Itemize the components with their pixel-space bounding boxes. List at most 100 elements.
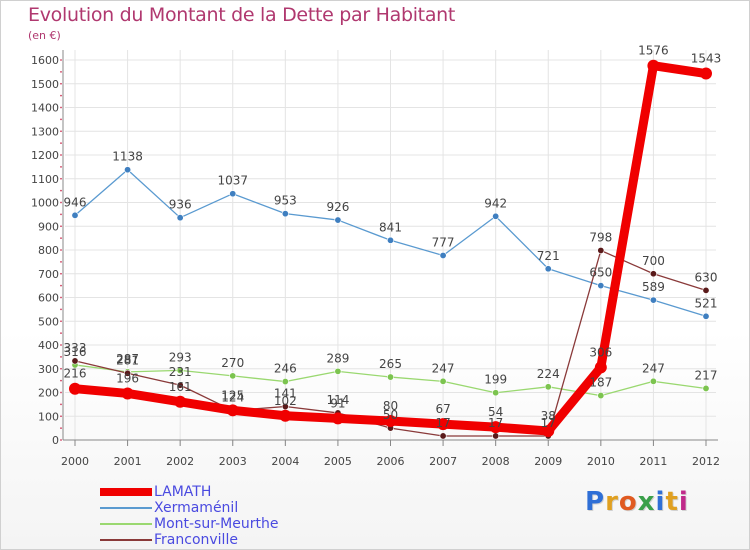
data-point-mont-sur-meurthe <box>386 373 394 381</box>
data-point-lamath <box>594 361 607 374</box>
data-point-xermam-nil <box>124 166 132 174</box>
data-point-lamath <box>279 409 292 422</box>
data-label-xermam-nil: 1138 <box>112 150 143 164</box>
x-tick-label: 2008 <box>482 455 510 468</box>
data-point-mont-sur-meurthe <box>176 366 184 374</box>
data-point-mont-sur-meurthe <box>702 384 710 392</box>
y-minor-tick <box>60 367 62 370</box>
chart-title: Evolution du Montant de la Dette par Hab… <box>28 4 456 26</box>
y-minor-tick <box>60 284 62 287</box>
y-minor-tick <box>60 308 62 311</box>
y-tick-label: 1300 <box>31 125 59 138</box>
data-point-xermam-nil <box>649 296 657 304</box>
y-minor-tick <box>60 332 62 335</box>
data-point-lamath <box>69 382 81 395</box>
y-tick-label: 600 <box>38 292 59 305</box>
x-tick-label: 2004 <box>271 455 299 468</box>
data-point-xermam-nil <box>229 190 237 198</box>
data-point-xermam-nil <box>71 211 79 219</box>
logo-letter: i <box>655 487 666 517</box>
data-label-franconville: 231 <box>169 365 192 379</box>
y-minor-tick <box>60 225 62 228</box>
x-tick-label: 2000 <box>61 455 89 468</box>
data-point-xermam-nil <box>386 236 394 244</box>
data-label-xermam-nil: 777 <box>432 235 455 249</box>
y-minor-tick <box>60 94 62 97</box>
data-point-xermam-nil <box>281 210 289 218</box>
y-tick-label: 400 <box>38 339 59 352</box>
legend-label: LAMATH <box>154 484 212 500</box>
data-point-franconville <box>281 403 289 411</box>
y-minor-tick <box>60 154 62 156</box>
y-minor-tick <box>60 391 62 394</box>
data-point-mont-sur-meurthe <box>281 378 289 386</box>
data-label-lamath: 38 <box>541 409 556 423</box>
data-label-lamath: 54 <box>488 405 503 419</box>
data-point-mont-sur-meurthe <box>439 377 447 385</box>
y-tick-label: 500 <box>38 315 59 328</box>
data-point-xermam-nil <box>702 312 710 320</box>
data-label-xermam-nil: 953 <box>274 194 297 208</box>
data-label-lamath: 216 <box>64 367 87 381</box>
data-label-lamath: 91 <box>330 396 345 410</box>
data-label-lamath: 125 <box>221 388 244 402</box>
x-tick-label: 2003 <box>219 455 247 468</box>
data-point-lamath <box>174 395 187 408</box>
y-minor-tick <box>60 320 62 323</box>
data-label-mont-sur-meurthe: 247 <box>432 361 455 375</box>
data-label-mont-sur-meurthe: 224 <box>537 367 560 381</box>
y-minor-tick <box>60 106 62 109</box>
y-minor-tick <box>60 82 62 85</box>
y-minor-tick <box>60 118 62 121</box>
legend-swatch <box>100 539 152 541</box>
data-label-xermam-nil: 926 <box>326 200 349 214</box>
data-point-franconville <box>702 286 710 294</box>
data-point-lamath <box>121 387 134 400</box>
data-label-lamath: 1576 <box>638 44 669 58</box>
data-point-mont-sur-meurthe <box>229 372 237 380</box>
data-label-lamath: 196 <box>116 371 139 385</box>
y-tick-label: 800 <box>38 244 59 257</box>
data-point-lamath <box>437 418 450 431</box>
x-tick-label: 2006 <box>377 455 405 468</box>
y-minor-tick <box>60 296 62 299</box>
data-label-xermam-nil: 721 <box>537 249 560 263</box>
logo-letter: r <box>605 487 619 517</box>
data-point-franconville <box>492 432 500 440</box>
data-point-franconville <box>176 381 184 389</box>
y-minor-tick <box>60 355 62 358</box>
x-tick-label: 2009 <box>534 455 562 468</box>
data-label-mont-sur-meurthe: 187 <box>589 376 612 390</box>
logo-letter: o <box>618 487 638 517</box>
y-minor-tick <box>60 439 62 441</box>
data-point-franconville <box>71 357 79 365</box>
y-tick-label: 200 <box>38 387 59 400</box>
data-label-franconville: 141 <box>274 387 297 401</box>
data-point-lamath <box>700 67 712 80</box>
y-minor-tick <box>60 59 62 61</box>
y-minor-tick <box>60 130 62 133</box>
x-tick-label: 2011 <box>639 455 667 468</box>
data-label-franconville: 114 <box>326 393 349 407</box>
data-label-lamath: 1543 <box>691 52 722 66</box>
y-minor-tick <box>60 213 62 216</box>
logo-letter: x <box>637 487 656 517</box>
data-label-lamath: 102 <box>274 394 297 408</box>
x-tick-label: 2001 <box>114 455 142 468</box>
y-minor-tick <box>60 142 62 145</box>
proxiti-logo: Proxiti <box>585 487 689 517</box>
data-label-lamath: 80 <box>383 399 398 413</box>
y-minor-tick <box>60 260 62 263</box>
data-point-lamath <box>331 412 344 425</box>
x-tick-label: 2012 <box>692 455 720 468</box>
y-tick-label: 1400 <box>31 102 59 115</box>
data-point-franconville <box>649 270 657 278</box>
data-label-franconville: 630 <box>695 270 718 284</box>
data-point-mont-sur-meurthe <box>492 389 500 397</box>
y-minor-tick <box>60 177 62 180</box>
y-minor-tick <box>60 201 62 204</box>
data-label-xermam-nil: 1037 <box>217 174 248 188</box>
data-point-mont-sur-meurthe <box>544 383 552 391</box>
data-label-franconville: 124 <box>221 391 244 405</box>
data-label-mont-sur-meurthe: 199 <box>484 373 507 387</box>
